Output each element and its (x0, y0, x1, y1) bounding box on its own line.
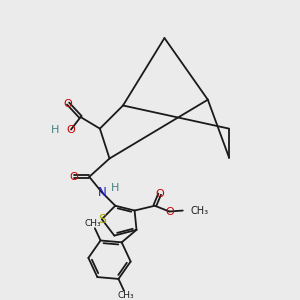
Text: S: S (98, 213, 106, 226)
Text: O: O (70, 172, 78, 182)
Text: O: O (155, 189, 164, 199)
Text: CH₃: CH₃ (118, 290, 134, 299)
Text: H: H (111, 183, 119, 194)
Text: N: N (98, 186, 106, 199)
Text: CH₃: CH₃ (190, 206, 208, 215)
Text: CH₃: CH₃ (85, 219, 101, 228)
Text: O: O (64, 99, 72, 109)
Text: O: O (165, 206, 174, 217)
Text: H: H (51, 124, 60, 135)
Text: O: O (67, 124, 75, 135)
